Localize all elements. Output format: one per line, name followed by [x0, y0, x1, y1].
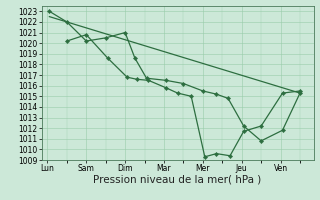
X-axis label: Pression niveau de la mer( hPa ): Pression niveau de la mer( hPa )	[93, 175, 262, 185]
